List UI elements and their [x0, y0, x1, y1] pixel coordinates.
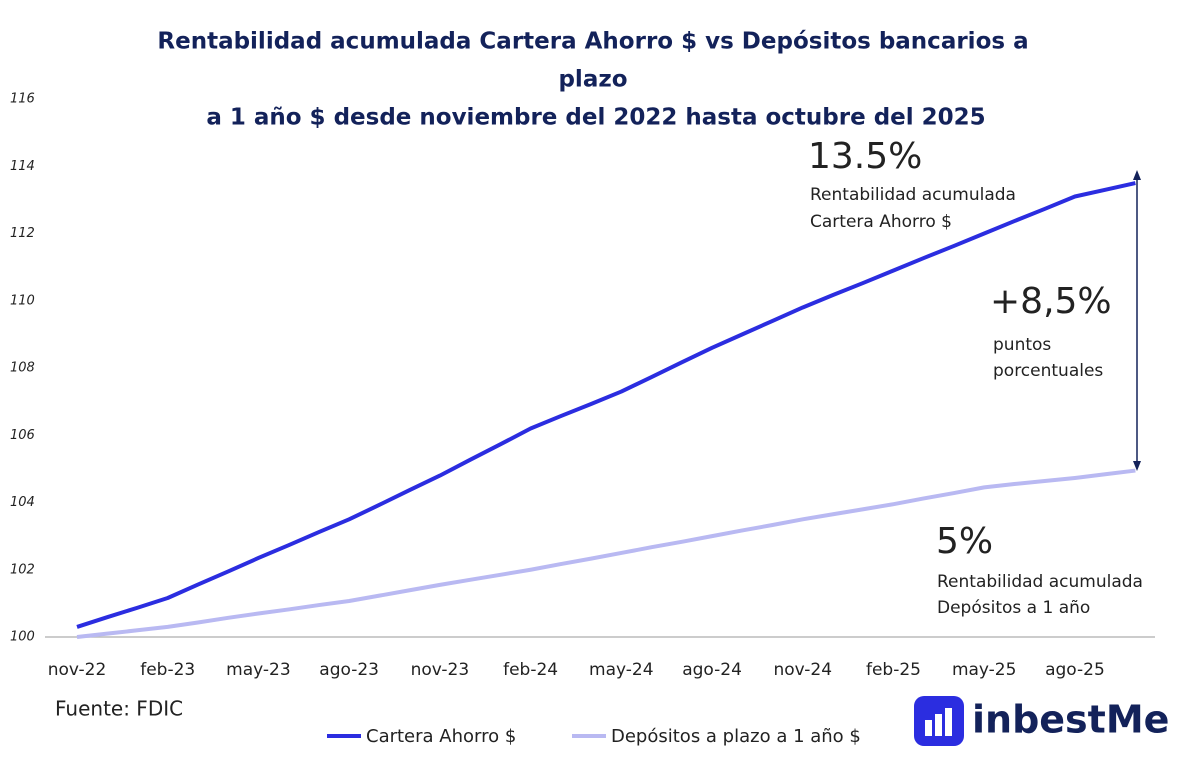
legend-label: Cartera Ahorro $ [366, 726, 516, 747]
logo-text: inbestMe [972, 698, 1169, 742]
x-tick-label: may-23 [226, 660, 291, 680]
x-tick-label: ago-25 [1045, 660, 1105, 680]
annotation: Depósitos a 1 año [937, 598, 1090, 618]
y-tick-label: 116 [10, 92, 35, 107]
y-tick-label: 100 [10, 630, 35, 645]
annotation: +8,5% [990, 281, 1112, 322]
series-line [76, 181, 1136, 629]
annotation: Rentabilidad acumulada [937, 572, 1143, 592]
y-tick-label: 104 [10, 495, 35, 510]
y-tick-label: 106 [10, 428, 35, 443]
annotation: Cartera Ahorro $ [810, 212, 952, 232]
annotation: Rentabilidad acumulada [810, 185, 1016, 205]
x-tick-label: ago-24 [682, 660, 742, 680]
annotation: 5% [936, 521, 993, 562]
y-tick-label: 108 [10, 361, 35, 376]
x-tick-label: nov-23 [411, 660, 470, 680]
annotation: 13.5% [808, 136, 922, 177]
x-tick-label: feb-23 [140, 660, 195, 680]
logo: inbestMe [914, 696, 1169, 746]
double-arrow [1133, 170, 1141, 471]
x-tick-label: ago-23 [319, 660, 379, 680]
y-tick-label: 102 [10, 562, 35, 577]
x-tick-label: feb-25 [866, 660, 921, 680]
x-tick-label: nov-24 [773, 660, 832, 680]
y-tick-label: 110 [10, 293, 35, 308]
y-tick-label: 112 [10, 226, 35, 241]
chart-title: plazo [558, 67, 627, 93]
x-tick-label: may-25 [952, 660, 1017, 680]
annotation: puntos [993, 335, 1051, 355]
source: Fuente: FDIC [55, 697, 183, 721]
chart-title: a 1 año $ desde noviembre del 2022 hasta… [206, 105, 985, 131]
x-tick-label: nov-22 [48, 660, 107, 680]
x-tick-label: may-24 [589, 660, 654, 680]
y-tick-label: 114 [10, 159, 35, 174]
series-line [76, 468, 1136, 639]
x-tick-label: feb-24 [503, 660, 558, 680]
legend-label: Depósitos a plazo a 1 año $ [611, 726, 861, 747]
chart-title: Rentabilidad acumulada Cartera Ahorro $ … [157, 29, 1028, 55]
annotation: porcentuales [993, 361, 1103, 381]
